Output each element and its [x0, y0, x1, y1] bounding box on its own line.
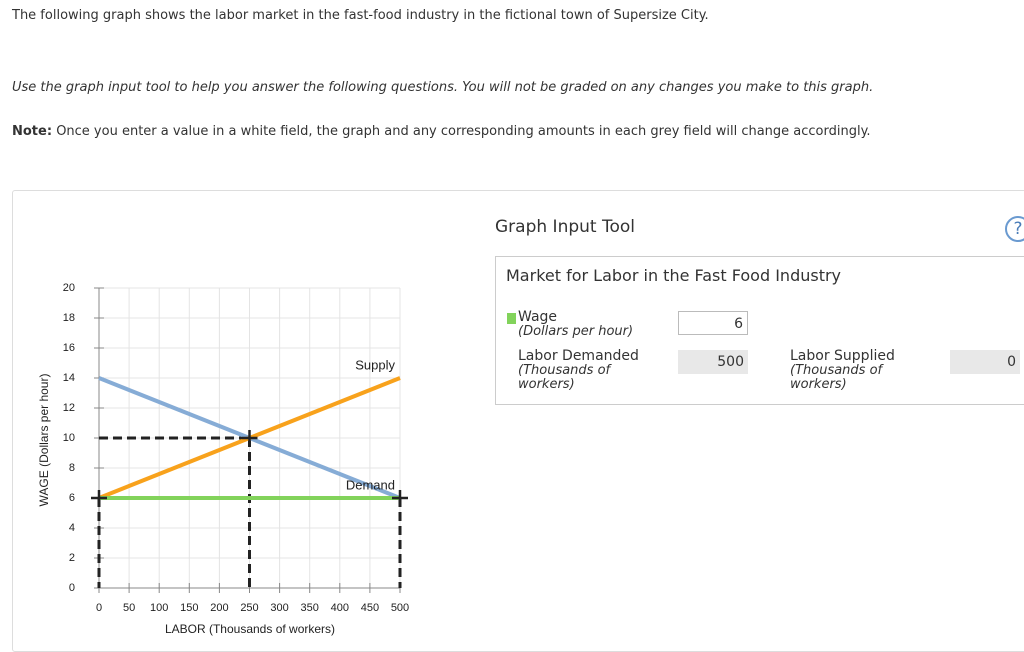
x-axis-label: LABOR (Thousands of workers) — [165, 622, 335, 636]
x-tick-label: 250 — [240, 602, 258, 614]
x-tick-label: 350 — [301, 602, 319, 614]
y-tick-label: 8 — [69, 462, 75, 474]
y-tick-label: 10 — [63, 432, 75, 444]
wage-label: Wage — [518, 309, 558, 325]
x-tick-label: 500 — [391, 602, 409, 614]
marker — [392, 490, 408, 506]
marker — [91, 490, 107, 506]
demanded-value: 500 — [678, 350, 748, 374]
supplied-field: Labor Supplied (Thousands of workers) — [790, 349, 920, 392]
y-axis-label: WAGE (Dollars per hour) — [37, 374, 51, 507]
page: The following graph shows the labor mark… — [12, 8, 1024, 652]
help-button[interactable]: ? — [1005, 216, 1024, 242]
demanded-unit: (Thousands of workers) — [518, 363, 611, 392]
x-tick-label: 200 — [210, 602, 228, 614]
demanded-label: Labor Demanded — [518, 348, 639, 364]
y-tick-label: 18 — [63, 312, 75, 324]
wage-swatch — [507, 313, 516, 324]
y-tick-label: 12 — [63, 402, 75, 414]
tool-panel — [495, 256, 1024, 405]
supplied-unit: (Thousands of workers) — [790, 363, 883, 392]
wage-field: Wage (Dollars per hour) — [518, 310, 668, 339]
tool-title: Graph Input Tool — [495, 217, 635, 237]
y-tick-label: 4 — [69, 522, 75, 534]
x-tick-label: 0 — [96, 602, 102, 614]
line-label: Supply — [355, 357, 395, 372]
supplied-label: Labor Supplied — [790, 348, 895, 364]
note-text: Once you enter a value in a white field,… — [56, 124, 871, 139]
supplied-value: 0 — [950, 350, 1020, 374]
wage-input[interactable]: 6 — [678, 311, 748, 335]
y-tick-label: 14 — [63, 372, 75, 384]
x-tick-label: 400 — [331, 602, 349, 614]
x-tick-label: 50 — [123, 602, 135, 614]
y-tick-label: 16 — [63, 342, 75, 354]
x-tick-label: 450 — [361, 602, 379, 614]
wage-unit: (Dollars per hour) — [518, 324, 634, 339]
marker — [241, 430, 258, 446]
intro: The following graph shows the labor mark… — [12, 8, 709, 23]
instruction: Use the graph input tool to help you ans… — [12, 80, 874, 95]
note: Note: Once you enter a value in a white … — [12, 124, 871, 139]
y-tick-label: 2 — [69, 552, 75, 564]
chart: WAGE (Dollars per hour) LABOR (Thousands… — [37, 282, 409, 636]
note-label: Note: — [12, 124, 53, 139]
tool-subtitle: Market for Labor in the Fast Food Indust… — [506, 266, 842, 285]
y-tick-label: 20 — [63, 282, 75, 294]
y-tick-label: 0 — [69, 582, 75, 594]
x-tick-label: 100 — [150, 602, 168, 614]
demanded-field: Labor Demanded (Thousands of workers) — [518, 349, 658, 392]
x-tick-label: 150 — [180, 602, 198, 614]
y-tick-label: 6 — [69, 492, 75, 504]
line-label: Demand — [346, 477, 395, 492]
x-tick-label: 300 — [270, 602, 288, 614]
